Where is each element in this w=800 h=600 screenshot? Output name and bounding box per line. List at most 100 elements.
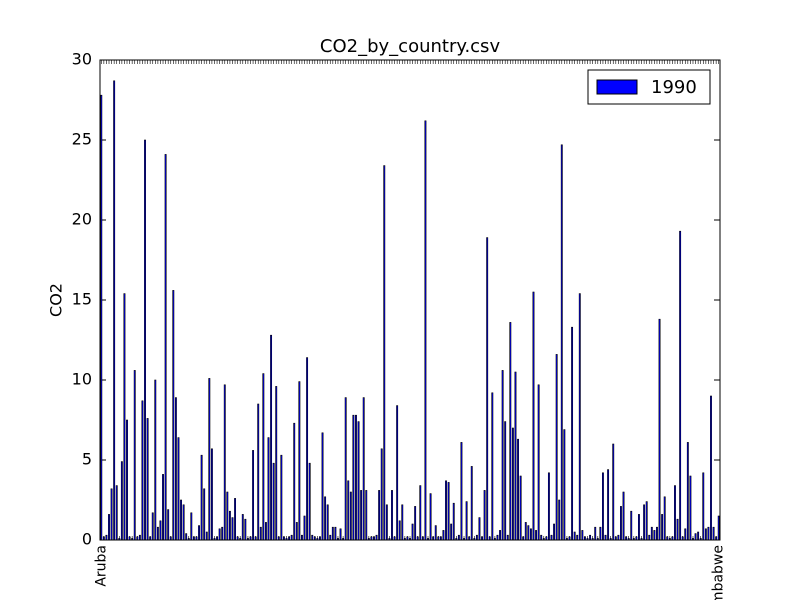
bar (164, 154, 167, 541)
bar (210, 448, 213, 541)
bar (380, 448, 383, 541)
bar (460, 442, 463, 541)
bar (445, 480, 447, 541)
bar (259, 526, 262, 541)
legend-label: 1990 (651, 77, 697, 98)
bar (419, 485, 422, 541)
bar (679, 230, 682, 541)
bar (702, 472, 705, 541)
bar (321, 432, 324, 541)
bar (558, 499, 561, 541)
bar (262, 373, 265, 541)
bar (200, 454, 203, 541)
bar (576, 534, 579, 541)
bar (602, 472, 604, 541)
bar (123, 293, 126, 541)
bar (604, 534, 607, 541)
bar (704, 528, 707, 541)
bar (483, 490, 486, 541)
bar (306, 357, 309, 541)
bar (126, 419, 128, 541)
bar (244, 518, 247, 541)
bar (648, 534, 651, 541)
bar (159, 520, 162, 541)
bar (167, 509, 170, 541)
bar (509, 322, 512, 541)
bar (174, 397, 177, 541)
x-tick-label: Aruba (93, 545, 109, 587)
bar (411, 523, 414, 541)
bar (275, 386, 278, 541)
bar (308, 462, 311, 541)
bar (486, 237, 489, 541)
bar (514, 371, 517, 541)
bar (547, 472, 550, 541)
bar (141, 400, 144, 541)
y-tick-label: 10 (72, 370, 92, 389)
bar (643, 504, 646, 541)
bar (362, 397, 365, 541)
bar (532, 291, 535, 541)
bar (447, 482, 450, 541)
bar (226, 491, 229, 541)
y-tick-label: 20 (72, 210, 92, 229)
bar (661, 514, 664, 541)
bar (231, 517, 234, 541)
bar (475, 534, 478, 541)
bar (295, 522, 298, 541)
bar (470, 466, 473, 541)
bar (298, 381, 301, 541)
bar (162, 474, 164, 541)
bar (349, 491, 352, 541)
bar (524, 522, 527, 541)
bar (365, 490, 368, 541)
bar (324, 496, 327, 541)
bar (658, 318, 661, 541)
bar (424, 120, 427, 541)
bar (630, 510, 633, 541)
bar (676, 518, 679, 541)
bar (270, 334, 273, 541)
bar (280, 454, 283, 541)
bar (689, 475, 692, 541)
x-tick-label: Zimbabwe (711, 545, 727, 600)
bar (264, 522, 267, 541)
bar (571, 326, 574, 541)
bar (329, 534, 332, 541)
bar (267, 437, 270, 541)
bar (257, 403, 260, 541)
chart-title: CO2_by_country.csv (320, 36, 501, 57)
bar (499, 530, 501, 541)
bar (391, 490, 393, 541)
bar (360, 490, 363, 541)
bar (344, 397, 347, 541)
bar (589, 534, 592, 541)
bar (272, 462, 275, 541)
bar (180, 499, 182, 541)
bar (452, 502, 455, 541)
bar (694, 533, 697, 541)
bar (110, 488, 113, 541)
bar (208, 378, 211, 541)
bar (684, 528, 687, 541)
bar (517, 438, 519, 541)
bar (205, 531, 208, 541)
bar (697, 531, 700, 541)
bar (434, 525, 437, 541)
bar (578, 293, 581, 541)
bar (501, 370, 504, 541)
bar (607, 469, 610, 541)
bar (663, 496, 666, 541)
bar (645, 501, 648, 541)
bar (144, 139, 146, 541)
bar (638, 514, 640, 541)
bar (331, 526, 334, 541)
bar (334, 526, 337, 541)
bar (383, 165, 386, 541)
bar (457, 534, 460, 541)
bar (560, 144, 563, 541)
bar (352, 414, 355, 541)
bar (156, 526, 159, 541)
bar (674, 485, 676, 541)
